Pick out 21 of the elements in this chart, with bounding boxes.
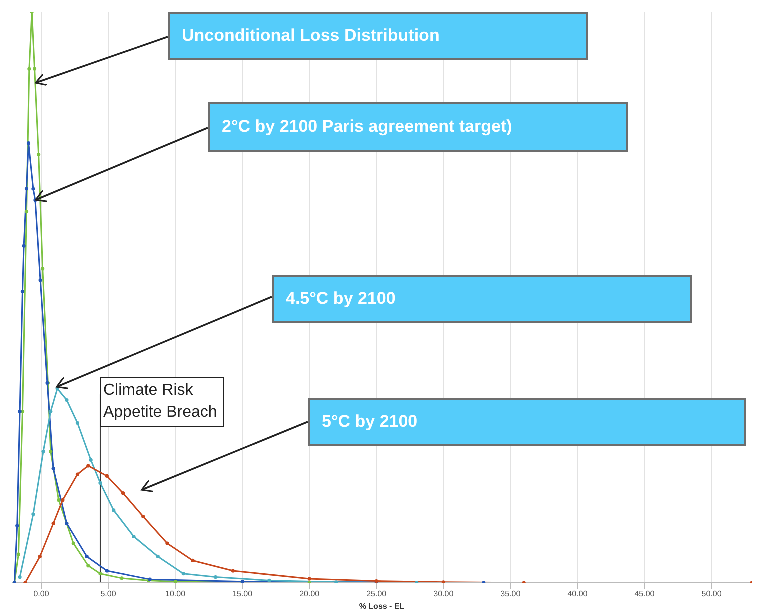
x-tick-label: 25.00 [366,590,388,599]
ref-line-label: Climate Risk Appetite Breach [103,382,218,421]
x-tick-label: 40.00 [568,590,588,599]
x-tick-label: 20.00 [300,590,320,599]
x-tick-label: 10.00 [166,590,186,599]
annotation: 4.5°C by 2100 [286,289,396,309]
x-tick-label: 5.00 [100,590,117,599]
x-axis-title: % Loss - EL [359,602,405,611]
callout-box: 4.5°C by 2100 [272,275,692,323]
x-tick-label: 0.00 [34,590,50,599]
x-tick-label: 45.00 [634,590,656,599]
annotation: 5°C by 2100 [322,412,418,432]
callout-box: 5°C by 2100 [308,398,746,446]
callout-box: Unconditional Loss Distribution [168,12,588,60]
x-tick-label: 30.00 [434,590,454,599]
annotation: 2°C by 2100 Paris agreement target) [222,117,512,137]
x-tick-label: 15.00 [232,590,254,599]
x-tick-label: 35.00 [500,590,522,599]
x-tick-label: 50.00 [702,590,722,599]
callout-box: 2°C by 2100 Paris agreement target) [208,102,628,152]
annotation: Unconditional Loss Distribution [182,26,440,46]
